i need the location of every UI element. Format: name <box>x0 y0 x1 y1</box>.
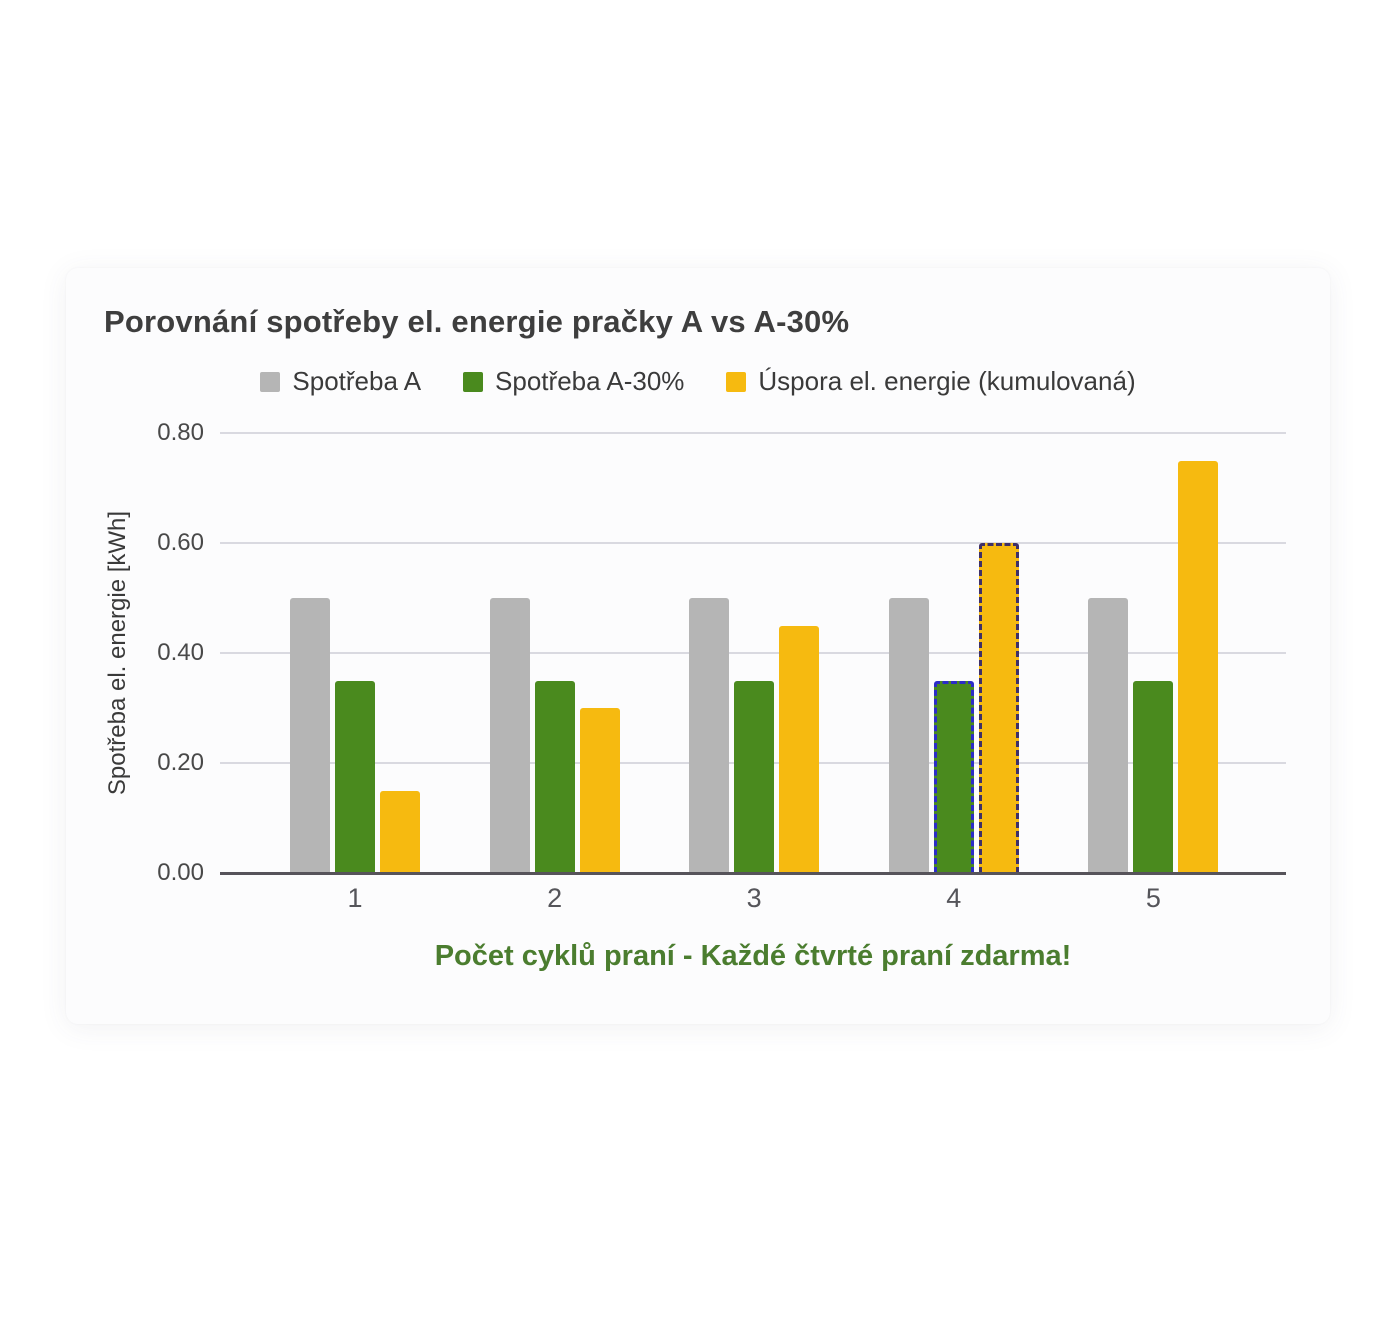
bar-uspora-kumulovana-cycle-5 <box>1178 460 1219 873</box>
bar-spotreba-a-30-cycle-2 <box>534 680 575 873</box>
y-tick-label: 0.80 <box>157 419 204 446</box>
y-tick-label: 0.00 <box>157 859 204 886</box>
bar-spotreba-a-cycle-1 <box>290 598 330 873</box>
x-tick-label-2: 2 <box>547 883 563 913</box>
legend-swatch-spotreba-a30 <box>463 371 484 392</box>
x-axis-title: Počet cyklů praní - Každé čtvrté praní z… <box>434 940 1072 972</box>
legend-item-spotreba-a30: Spotřeba A-30% <box>463 366 684 397</box>
legend-label-uspora: Úspora el. energie (kumulovaná) <box>758 366 1136 396</box>
bar-spotreba-a-cycle-3 <box>689 598 730 873</box>
legend-item-uspora: Úspora el. energie (kumulovaná) <box>726 366 1136 397</box>
x-tick-label-3: 3 <box>746 883 762 913</box>
chart-card: Porovnání spotřeby el. energie pračky A … <box>66 268 1330 1024</box>
gridline <box>220 432 1286 434</box>
y-tick-label: 0.60 <box>157 529 204 556</box>
y-tick-label: 0.20 <box>157 749 204 776</box>
legend: Spotřeba A Spotřeba A-30% Úspora el. ene… <box>66 366 1330 397</box>
bar-uspora-kumulovana-cycle-1 <box>380 790 420 873</box>
gridline <box>220 542 1286 544</box>
legend-label-spotreba-a30: Spotřeba A-30% <box>495 366 685 396</box>
chart-title: Porovnání spotřeby el. energie pračky A … <box>104 304 850 339</box>
plot-area: 0.00 0.20 0.40 0.60 0.80 1 2 3 4 5 <box>66 268 1330 1024</box>
x-tick-label-4: 4 <box>946 883 962 913</box>
bar-spotreba-a-cycle-4 <box>888 598 929 873</box>
bar-uspora-kumulovana-cycle-3 <box>779 625 820 873</box>
legend-swatch-uspora <box>726 371 747 392</box>
x-axis-baseline <box>220 872 1286 875</box>
gridline <box>220 652 1286 654</box>
x-tick-label-5: 5 <box>1145 883 1161 913</box>
bar-uspora-kumulovana-cycle-4 <box>978 543 1019 873</box>
x-tick-label-1: 1 <box>347 883 363 913</box>
legend-label-spotreba-a: Spotřeba A <box>292 366 422 396</box>
bar-spotreba-a-30-cycle-5 <box>1133 680 1174 873</box>
bar-spotreba-a-30-cycle-4 <box>933 680 974 873</box>
y-tick-label: 0.40 <box>157 639 204 666</box>
bar-spotreba-a-30-cycle-1 <box>335 680 375 873</box>
legend-swatch-spotreba-a <box>260 371 281 392</box>
legend-item-spotreba-a: Spotřeba A <box>260 366 421 397</box>
bar-spotreba-a-cycle-5 <box>1088 598 1129 873</box>
bar-uspora-kumulovana-cycle-2 <box>579 708 620 873</box>
bar-spotreba-a-30-cycle-3 <box>734 680 775 873</box>
bar-spotreba-a-cycle-2 <box>489 598 530 873</box>
